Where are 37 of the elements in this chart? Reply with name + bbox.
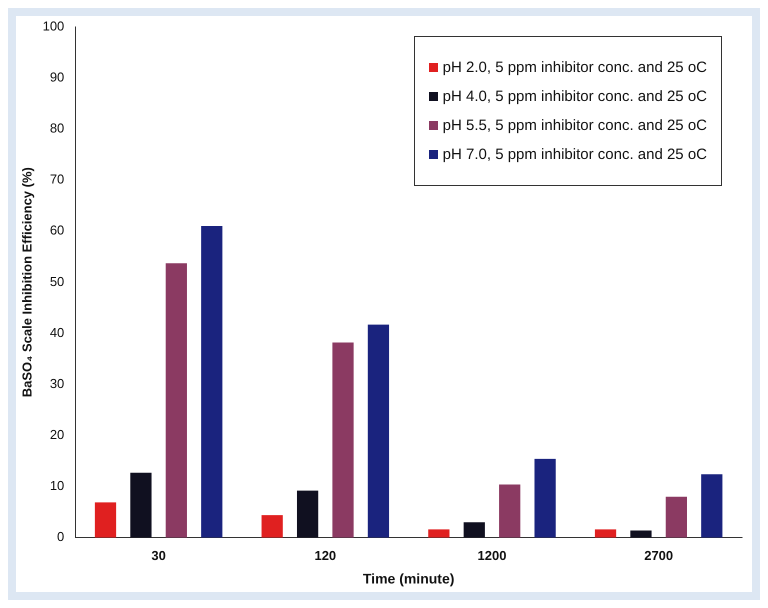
bar [594, 529, 616, 538]
bar [332, 342, 354, 538]
bar [130, 472, 152, 538]
y-tick-label: 40 [50, 324, 64, 340]
legend-label: pH 7.0, 5 ppm inhibitor conc. and 25 oC [442, 146, 707, 163]
x-tick-label: 1200 [478, 548, 506, 563]
x-tick-label: 2700 [644, 548, 674, 563]
bar [94, 502, 116, 538]
bar [666, 496, 687, 538]
y-tick-label: 0 [57, 529, 64, 544]
y-tick-label: 60 [50, 222, 64, 238]
bar [368, 324, 390, 538]
legend-label: pH 5.5, 5 ppm inhibitor conc. and 25 oC [442, 117, 707, 134]
bar [262, 515, 283, 538]
bar [166, 263, 187, 538]
y-tick-label: 100 [42, 18, 64, 34]
x-tick-label: 120 [314, 548, 336, 563]
y-axis-title: BaSO₄ Scale Inhibition Efficiency (%) [19, 167, 34, 398]
y-tick-label: 30 [50, 376, 64, 391]
y-tick-label: 90 [50, 69, 64, 84]
bar [499, 484, 520, 538]
bar [296, 490, 318, 538]
legend-label: pH 2.0, 5 ppm inhibitor conc. and 25 oC [442, 59, 707, 76]
bar [534, 458, 556, 538]
y-tick-label: 20 [50, 427, 64, 442]
legend-label: pH 4.0, 5 ppm inhibitor conc. and 25 oC [442, 88, 707, 105]
x-axis-title: Time (minute) [362, 570, 454, 586]
x-tick-label: 30 [151, 548, 166, 563]
bar [630, 530, 652, 538]
y-tick-label: 80 [50, 120, 64, 136]
bar [201, 226, 222, 538]
bar [464, 522, 485, 538]
bar [701, 474, 722, 538]
y-tick-label: 50 [50, 274, 64, 289]
y-tick-label: 10 [50, 478, 64, 494]
bar [428, 529, 450, 538]
y-tick-label: 70 [50, 172, 64, 187]
